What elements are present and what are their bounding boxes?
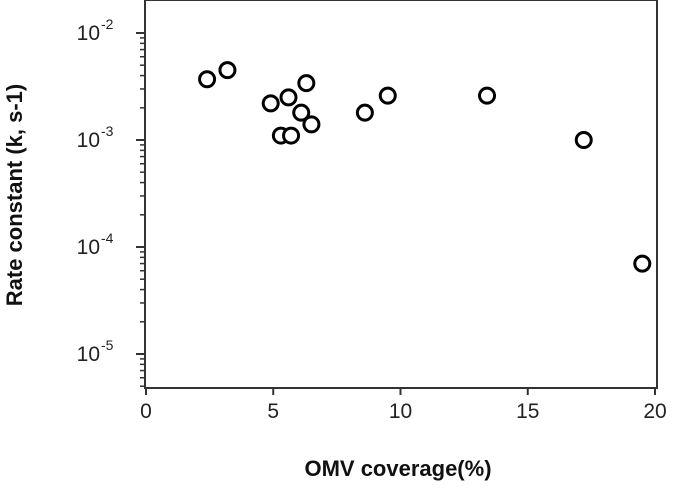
data-points [198, 61, 652, 273]
y-tick-label: 10 [77, 343, 100, 366]
x-tick-label: 0 [140, 400, 152, 423]
y-tick-exponent: -2 [101, 16, 114, 32]
y-axis-title: Rate constant (k, s-1) [2, 84, 27, 307]
x-axis: 0 5 10 15 20 [140, 387, 667, 423]
y-tick-exponent: -5 [101, 337, 114, 353]
x-axis-title: OMV coverage(%) [304, 456, 491, 481]
plot-frame [144, 0, 658, 389]
y-tick-label: 10 [77, 22, 100, 45]
data-point [478, 86, 497, 105]
data-point [218, 61, 237, 80]
x-tick-label: 20 [643, 400, 666, 423]
data-point [574, 131, 593, 149]
data-point [279, 88, 298, 107]
y-tick-label: 10 [77, 129, 100, 152]
y-tick-exponent: -3 [101, 123, 114, 139]
x-tick-label: 15 [516, 400, 539, 423]
data-point [292, 103, 311, 122]
x-tick-label: 10 [389, 400, 412, 423]
data-point [302, 115, 321, 134]
data-point [282, 126, 301, 145]
y-tick-exponent: -4 [101, 230, 114, 246]
data-point [355, 103, 374, 122]
x-tick-label: 5 [267, 400, 279, 423]
data-point [261, 94, 280, 113]
data-point [297, 74, 316, 93]
data-point [198, 70, 217, 89]
y-tick-label: 10 [77, 236, 100, 259]
data-point [378, 86, 397, 105]
data-point [633, 254, 652, 273]
y-axis: 10-210-310-410-5 [77, 16, 145, 387]
